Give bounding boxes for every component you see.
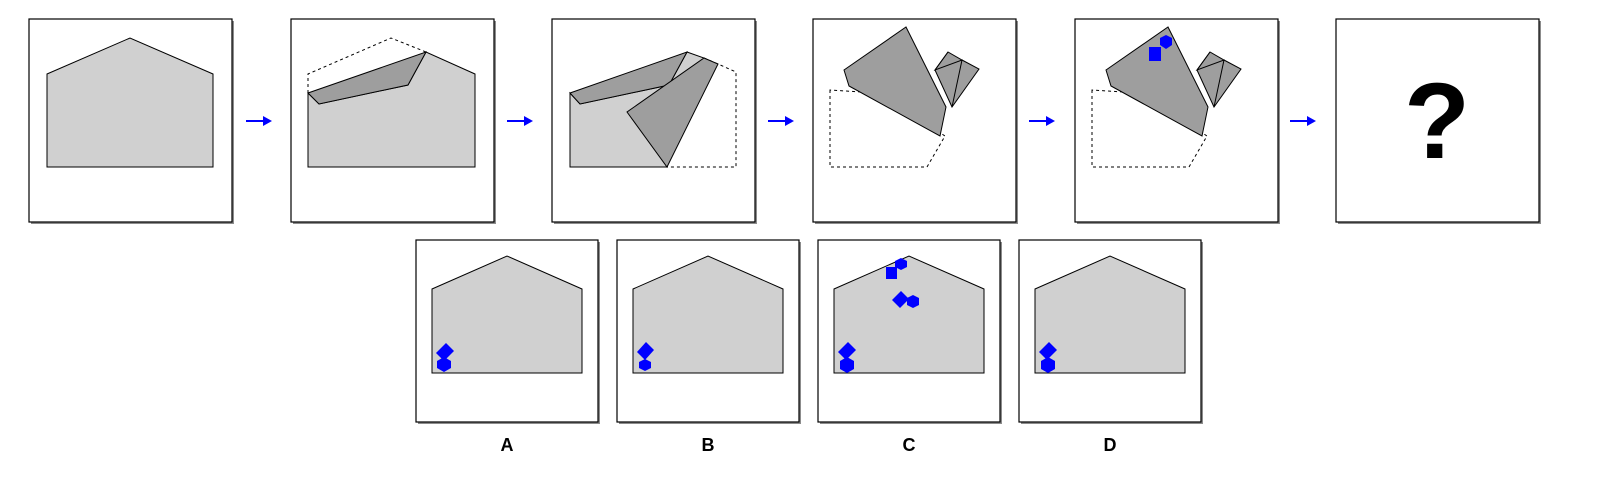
arrow-icon <box>246 116 272 126</box>
arrow-icon <box>507 116 533 126</box>
paper-sheet <box>46 37 214 168</box>
arrow-icon <box>1029 116 1055 126</box>
sequence-arrows <box>246 116 1316 126</box>
option-label: C <box>903 435 916 455</box>
hole-square <box>436 343 454 361</box>
hole-square <box>1039 342 1057 360</box>
hole-square <box>892 291 909 308</box>
folded-flap <box>626 57 719 168</box>
option-label: A <box>501 435 514 455</box>
arrow-icon <box>1290 116 1316 126</box>
folded-flap <box>1105 26 1209 137</box>
hole-hexagon <box>437 357 451 372</box>
fold-outline-dashed <box>307 37 427 93</box>
fold-outline-dashed <box>667 57 737 168</box>
hole-square <box>886 267 897 279</box>
hole-hexagon <box>907 295 919 308</box>
unfolded-paper <box>1034 255 1186 374</box>
step-panel-4 <box>812 18 1018 224</box>
option-c[interactable]: C <box>817 239 1002 455</box>
hole-square <box>838 342 856 360</box>
step-panel-6: ? <box>1335 18 1541 224</box>
unfolded-paper <box>431 255 583 374</box>
hole-hexagon <box>639 359 651 371</box>
folded-flap <box>307 51 428 105</box>
option-label: B <box>702 435 715 455</box>
unfolded-paper <box>632 255 784 374</box>
arrow-icon <box>768 116 794 126</box>
punched-hole-hexagon <box>1160 35 1172 49</box>
option-d[interactable]: D <box>1018 239 1203 455</box>
hole-hexagon <box>895 258 907 270</box>
step-panel-1 <box>28 18 234 224</box>
step-panel-2 <box>290 18 496 224</box>
question-mark: ? <box>1404 60 1470 181</box>
hole-hexagon <box>840 357 854 373</box>
hole-square <box>637 342 654 360</box>
step-panel-5 <box>1074 18 1280 224</box>
hole-hexagon <box>1041 357 1055 373</box>
option-a[interactable]: A <box>415 239 600 455</box>
punched-hole-square <box>1149 47 1161 61</box>
folded-flap <box>843 26 947 137</box>
step-panel-3 <box>551 18 757 224</box>
option-b[interactable]: B <box>616 239 801 455</box>
option-label: D <box>1104 435 1117 455</box>
